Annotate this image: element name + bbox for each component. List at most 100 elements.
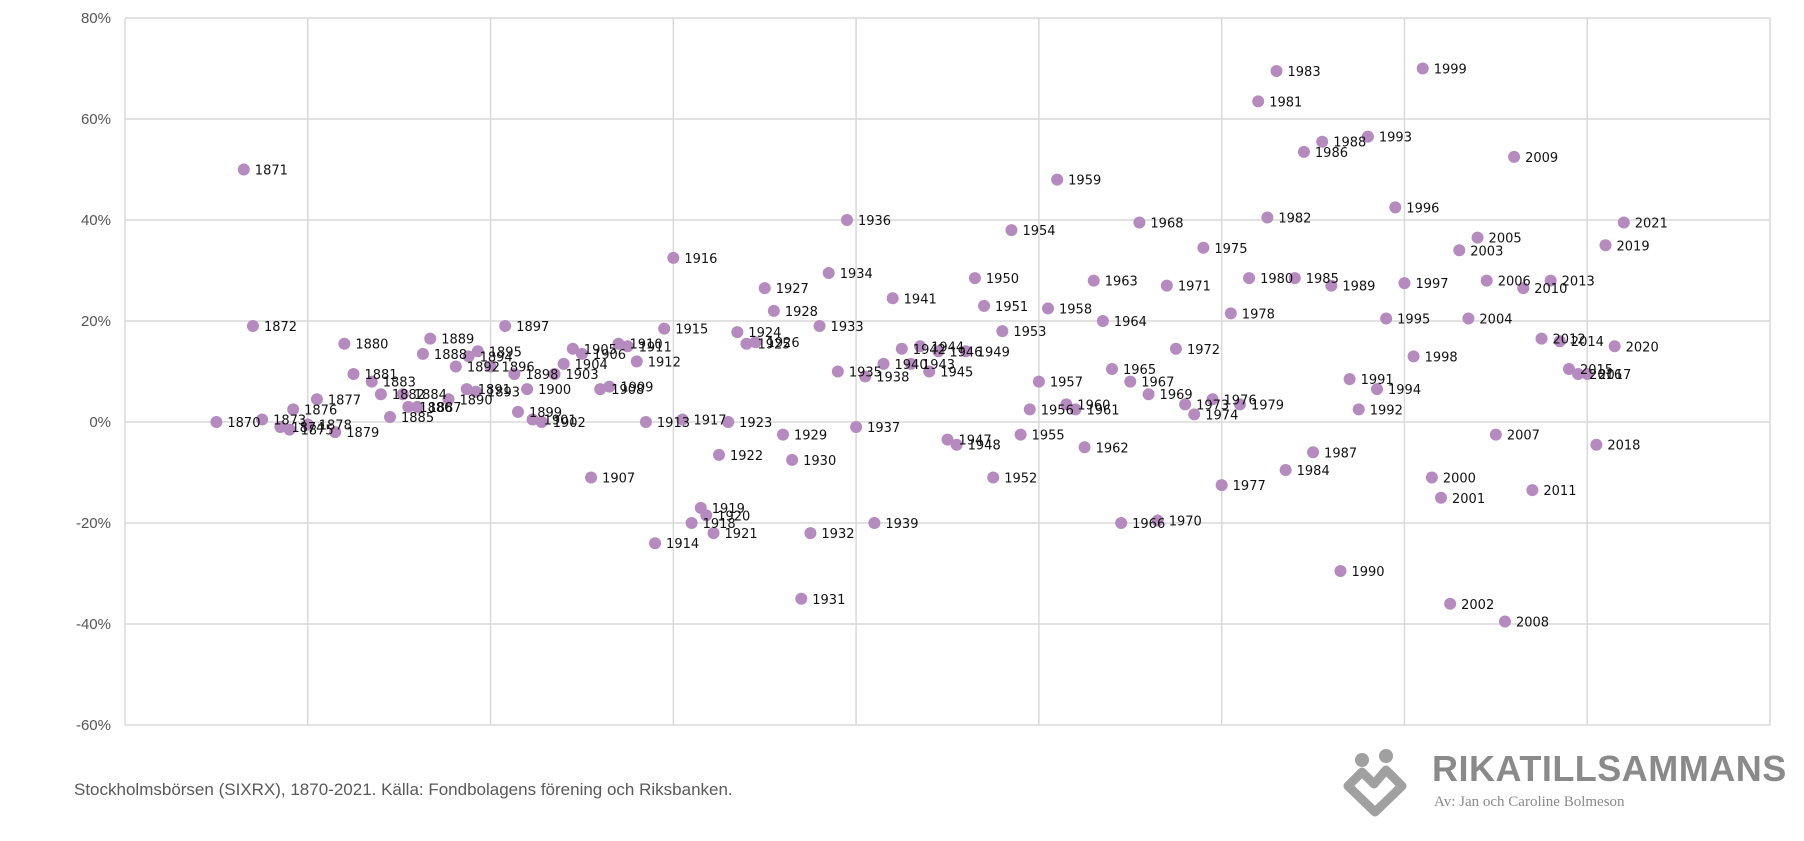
data-label: 1974 [1205,408,1238,423]
data-label: 2005 [1489,232,1522,247]
data-point [521,383,534,396]
data-label: 1898 [525,368,558,383]
data-point [442,393,455,406]
data-label: 1945 [940,366,973,381]
data-point [713,448,726,461]
y-tick-label: 80% [81,10,111,27]
data-label: 1991 [1361,373,1394,388]
data-label: 1903 [566,368,599,383]
data-label: 1880 [355,338,388,353]
data-point [1060,398,1073,411]
y-tick-label: 20% [81,313,111,330]
data-point [758,282,771,295]
data-point [941,433,954,446]
data-point [1188,408,1201,421]
data-point [1325,279,1338,292]
data-point [1480,274,1493,287]
data-point [996,325,1009,338]
data-point [449,360,462,373]
data-label: 1984 [1297,464,1330,479]
data-point [283,423,296,436]
data-label: 1962 [1096,441,1129,456]
data-label: 1941 [904,292,937,307]
data-label: 2020 [1626,340,1659,355]
data-label: 1933 [831,320,864,335]
data-label: 1904 [575,358,608,373]
data-point [329,426,342,439]
data-point [210,416,223,428]
data-point [1115,517,1128,529]
data-point [959,345,972,358]
data-point [1051,173,1064,186]
data-point [526,413,539,426]
data-label: 1873 [273,413,306,428]
data-label: 1881 [364,368,397,383]
data-label: 1983 [1288,65,1321,80]
data-point [1517,282,1530,295]
data-point [1124,375,1137,388]
data-point [462,350,475,363]
data-label: 1908 [611,383,644,398]
data-point [786,453,799,466]
data-point [740,337,753,350]
data-label: 2013 [1562,275,1595,290]
data-label: 1952 [1004,472,1037,487]
y-tick-label: 0% [89,414,111,431]
data-label: 1871 [255,164,288,179]
data-label: 1912 [648,355,681,370]
data-label: 1913 [657,416,690,431]
grid-lines [124,17,1771,726]
y-tick-label: -20% [76,515,111,532]
data-label: 1894 [480,350,513,365]
data-point [511,405,524,418]
data-label: 2006 [1498,275,1531,290]
data-point [987,471,1000,484]
data-point [630,355,643,368]
data-point [557,357,570,370]
data-label: 2014 [1571,335,1604,350]
data-label: 2004 [1479,312,1512,327]
data-point [831,365,844,378]
data-label: 1928 [785,305,818,320]
data-point [1297,145,1310,158]
data-point [460,383,473,396]
data-point [700,509,713,522]
data-point [1316,135,1329,148]
data-label: 1965 [1123,363,1156,378]
data-label: 1885 [401,411,434,426]
data-label: 1888 [434,348,467,363]
data-point [374,388,387,401]
data-point [246,320,259,333]
data-label: 1953 [1013,325,1046,340]
data-label: 1961 [1086,403,1119,418]
y-axis-ticks: 80% 60% 40% 20% 0% -20% -40% -60% [76,10,111,734]
brand-name: RIKATILLSAMMANS [1432,748,1787,789]
data-point [1243,272,1256,285]
data-label: 1972 [1187,343,1220,358]
data-label: 1960 [1077,398,1110,413]
data-point [535,416,548,428]
data-point [813,320,826,333]
data-label: 1909 [620,381,653,396]
data-label: 1988 [1333,136,1366,151]
data-label: 1882 [392,388,425,403]
data-label: 1942 [913,343,946,358]
data-label: 1957 [1050,376,1083,391]
people-heart-icon [1343,749,1407,817]
data-point [1508,150,1521,163]
data-point [1599,239,1612,252]
data-point [978,299,991,312]
data-point [1398,277,1411,290]
data-point [1471,231,1484,244]
data-label: 1919 [712,502,745,517]
data-label: 1920 [717,509,750,524]
data-point [1498,615,1511,628]
data-point [469,385,482,398]
data-point [310,393,323,406]
data-label: 1956 [1041,403,1074,418]
data-label: 1947 [959,434,992,449]
data-label: 1922 [730,449,763,464]
data-label: 1884 [414,388,447,403]
data-label: 1949 [977,345,1010,360]
data-point [1233,398,1246,411]
